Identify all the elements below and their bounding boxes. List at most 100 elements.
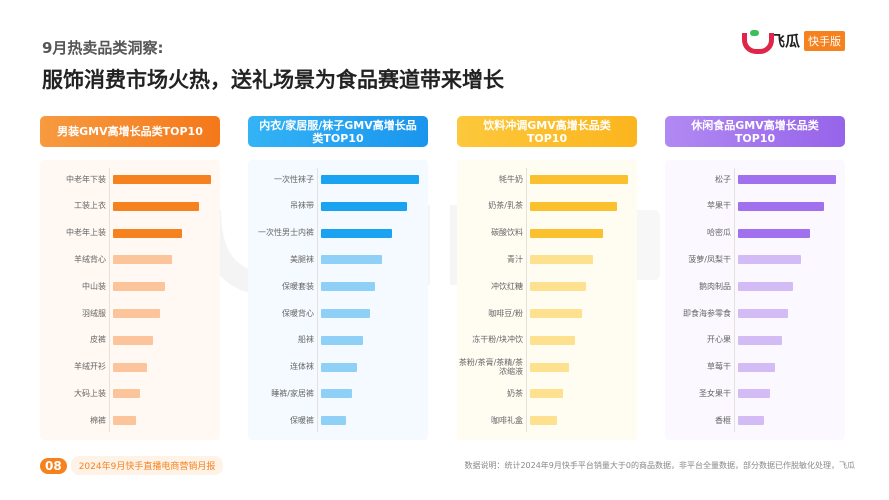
bar-row: 一次性男士内裤 [248,220,428,246]
bar-row: 保暖背心 [248,300,428,326]
category-label: 一次性袜子 [274,174,314,184]
page-subtitle: 9月热卖品类洞察: [42,39,164,57]
bar-row: 奶茶 [457,380,637,406]
bar [738,309,788,318]
bar [530,362,570,372]
category-label: 冲饮红糖 [491,281,523,291]
bar-row: 中老年上装 [40,220,220,246]
bar [321,282,375,292]
category-label: 吊袜带 [290,201,314,211]
bar [321,362,358,372]
bar-row: 中山装 [40,273,220,299]
chart-panel: 饮料冲调GMV高增长品类TOP10 牦牛奶奶茶/乳茶碳酸饮料青汁冲饮红糖咖啡豆/粉… [457,116,637,440]
bar-row: 茶粉/茶膏/茶精/茶浓缩液 [457,354,637,380]
bar [738,201,825,211]
bar-row: 连体袜 [248,354,428,380]
bar-row: 咖啡豆/粉 [457,300,637,326]
category-label: 香榧 [715,415,731,425]
bar [113,416,136,426]
page-number: 08 [40,457,67,474]
bar [530,201,618,211]
category-label: 保暖套装 [282,281,314,291]
chart-plot: 中老年下装 工装上衣 中老年上装 羊绒背心 中山装 羽绒服 皮裤 羊绒开衫 大码上装 棉裤 [40,160,220,440]
bar [530,282,586,292]
bar [738,255,801,265]
category-label: 中山装 [82,281,106,291]
chart-panel: 休闲食品GMV高增长品类TOP10 松子苹果干哈密瓜 菠萝/凤梨干鹅肉制品即食海参零… [665,116,845,440]
category-label: 咖啡豆/粉 [488,308,523,318]
chart-title: 饮料冲调GMV高增长品类TOP10 [457,116,637,147]
chart-title: 内衣/家居服/袜子GMV高增长品类TOP10 [248,116,428,147]
bar [113,175,211,184]
logo-name: 飞瓜 [770,32,801,50]
footer-left: 08 2024年9月快手直播电商营销月报 [40,456,224,475]
bar-row: 中老年下装 [40,166,220,192]
category-label: 松子 [715,174,731,184]
report-name: 2024年9月快手直播电商营销月报 [70,456,224,475]
axis-line [109,168,110,432]
axis-line [734,168,735,432]
axis-line [317,168,318,432]
bar [113,309,161,318]
bar-row: 皮裤 [40,327,220,353]
bar-row: 保暖套装 [248,273,428,299]
bar-row: 大码上装 [40,380,220,406]
bar [530,175,628,184]
logo-badge: 快手版 [804,30,846,51]
category-label: 美腿袜 [290,254,314,264]
bar-row: 碳酸饮料 [457,220,637,246]
bar [321,228,392,238]
bar [738,362,776,372]
chart-plot: 牦牛奶 奶茶/乳茶 碳酸饮料 青汁 冲饮红糖 咖啡豆/粉 冻干粉/块冲饮 茶粉/茶膏/茶精/茶… [457,160,637,440]
bar [321,175,419,184]
bar [530,309,582,318]
bar-row: 美腿袜 [248,246,428,272]
bar-row: 冲饮红糖 [457,273,637,299]
category-label: 苹果干 [707,201,731,211]
bar [530,389,564,399]
data-note: 数据说明：统计2024年9月快手平台销量大于0的商品数据，非平台全量数据，部分数… [464,461,855,470]
bar [113,282,165,292]
category-label: 羊绒开衫 [74,362,106,372]
category-label: 棉裤 [90,415,106,425]
category-label: 保暖背心 [282,308,314,318]
chart-title: 休闲食品GMV高增长品类TOP10 [665,116,845,147]
bar-row: 松子 [665,166,845,192]
category-label: 皮裤 [90,335,106,345]
category-label: 中老年上装 [66,228,106,238]
bar-row: 吊袜带 [248,193,428,219]
category-label: 开心果 [707,335,731,345]
bar [321,389,353,399]
bar-row: 即食海参零食 [665,300,845,326]
category-label: 鹅肉制品 [699,281,731,291]
bar-row: 菠萝/凤梨干 [665,246,845,272]
bar-row: 哈密瓜 [665,220,845,246]
chart-plot: 松子苹果干哈密瓜 菠萝/凤梨干鹅肉制品即食海参零食开心果草莓干圣女果干香榧 [665,160,845,440]
bar [738,175,836,184]
category-label: 船袜 [298,335,314,345]
category-label: 茶粉/茶膏/茶精/茶浓缩液 [458,357,523,376]
bar [321,309,370,318]
category-label: 奶茶/乳茶 [488,201,523,211]
category-label: 咖啡礼盒 [491,415,523,425]
feigua-logo-icon [740,29,774,54]
bar-row: 香榧 [665,407,845,433]
bar [321,255,382,265]
chart-panel: 内衣/家居服/袜子GMV高增长品类TOP10 一次性袜子吊袜带一次性男士内裤美腿袜… [248,116,428,440]
category-label: 一次性男士内裤 [258,228,314,238]
bar-row: 圣女果干 [665,380,845,406]
bar-row: 青汁 [457,246,637,272]
bar [113,362,148,372]
bar [738,335,783,345]
bar [530,255,593,265]
bar-row: 草莓干 [665,354,845,380]
bar-row: 一次性袜子 [248,166,428,192]
bar-row: 睡裤/家居裤 [248,380,428,406]
bar-row: 船袜 [248,327,428,353]
chart-title: 男装GMV高增长品类TOP10 [40,116,220,147]
bar [530,335,576,345]
bar-row: 牦牛奶 [457,166,637,192]
category-label: 青汁 [507,254,523,264]
category-label: 草莓干 [707,362,731,372]
bar [321,416,347,426]
